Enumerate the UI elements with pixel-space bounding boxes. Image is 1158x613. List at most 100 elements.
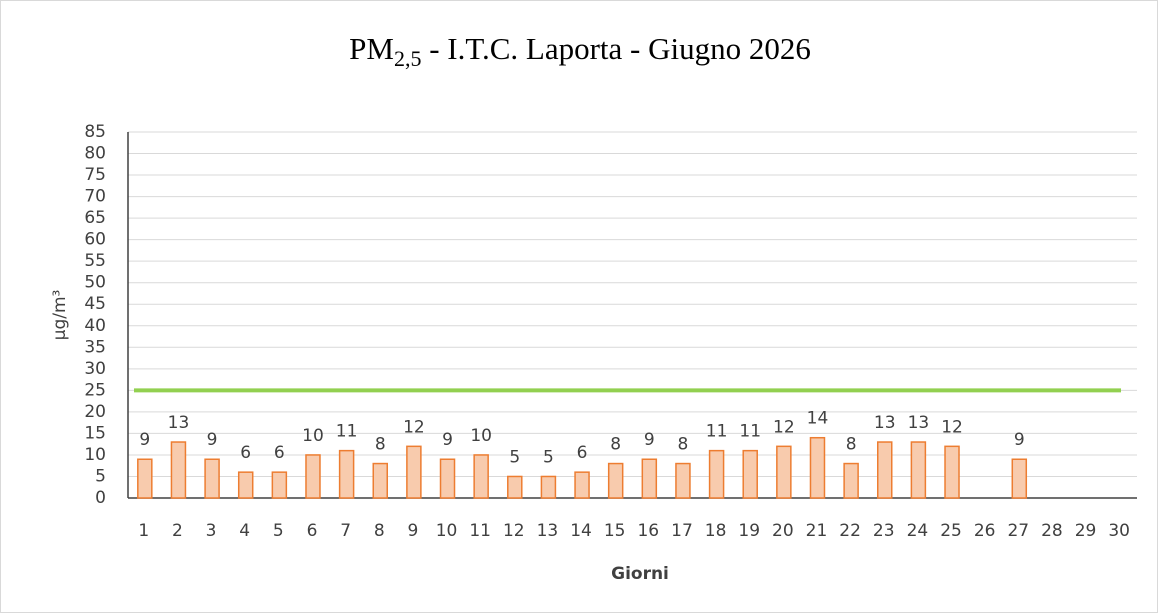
bar [843,462,859,499]
data-label: 12 [403,417,425,437]
x-tick-label: 21 [806,521,828,541]
x-tick-label: 12 [503,521,525,541]
title-subscript: 2,5 [394,46,422,71]
x-tick-label: 22 [839,521,861,541]
y-tick-label: 50 [84,273,106,293]
bar [439,458,456,499]
x-tick-label: 15 [604,521,626,541]
data-label: 6 [240,443,251,463]
data-label: 6 [274,443,285,463]
data-label: 12 [941,417,963,437]
bar [170,441,187,499]
x-tick-label: 3 [206,521,217,541]
bar [641,458,658,499]
data-label: 11 [739,422,761,442]
y-tick-label: 75 [84,165,106,185]
data-label: 9 [644,430,655,450]
x-tick-label: 20 [772,521,794,541]
y-tick-label: 5 [95,466,106,486]
y-tick-label: 70 [84,187,106,207]
y-tick-label: 25 [84,380,106,400]
chart-title: PM2,5 - I.T.C. Laporta - Giugno 2026 [349,31,811,71]
data-label: 11 [706,422,728,442]
x-tick-label: 28 [1041,521,1063,541]
data-label: 8 [375,435,386,455]
data-label: 8 [846,435,857,455]
x-tick-label: 8 [374,521,385,541]
x-tick-label: 13 [537,521,559,541]
y-tick-label: 10 [84,445,106,465]
bar [776,445,792,499]
x-tick-label: 7 [340,521,351,541]
y-tick-label: 80 [84,144,106,164]
bar [406,445,422,499]
bar [305,454,321,499]
x-tick-label: 26 [974,521,996,541]
data-label: 13 [168,413,190,433]
title-rest: - I.T.C. Laporta - Giugno 2026 [421,31,810,66]
data-label: 6 [577,443,588,463]
y-tick-label: 85 [84,122,106,142]
data-label: 5 [509,447,520,467]
bar [137,458,153,499]
title-main: PM [349,31,394,66]
x-tick-label: 23 [873,521,895,541]
bar [540,475,557,499]
bar [473,454,489,499]
data-label: 11 [336,422,358,442]
x-tick-label: 1 [138,521,149,541]
bar [607,462,624,499]
y-tick-label: 15 [84,423,106,443]
bar [910,441,927,499]
x-tick-label: 5 [273,521,284,541]
y-tick-label: 55 [84,251,106,271]
x-tick-label: 16 [637,521,659,541]
data-label: 10 [302,426,324,446]
x-tick-label: 29 [1075,521,1097,541]
bar [944,445,960,499]
bar [574,471,590,499]
x-tick-label: 14 [570,521,592,541]
data-label: 8 [678,435,689,455]
y-tick-label: 35 [84,337,106,357]
x-axis-label: Giorni [611,564,669,584]
y-tick-label: 40 [84,316,106,336]
data-label: 14 [807,409,829,429]
y-tick-label: 30 [84,359,106,379]
x-tick-label: 24 [907,521,929,541]
data-label: 9 [139,430,150,450]
bar [237,471,254,499]
bar [338,449,355,499]
data-label: 12 [773,417,795,437]
data-label: 9 [442,430,453,450]
data-label: 13 [908,413,930,433]
x-tick-label: 6 [307,521,318,541]
x-tick-label: 25 [940,521,962,541]
y-tick-label: 45 [84,294,106,314]
x-tick-label: 30 [1108,521,1130,541]
y-tick-label: 0 [95,488,106,508]
bar [372,462,388,499]
bar [809,436,826,499]
x-tick-label: 17 [671,521,693,541]
x-tick-label: 11 [469,521,491,541]
bar [1011,458,1028,499]
y-tick-label: 60 [84,230,106,250]
x-tick-label: 4 [239,521,250,541]
x-tick-label: 18 [705,521,727,541]
data-label: 9 [1014,430,1025,450]
y-axis-label: µg/m³ [50,290,70,341]
bar [507,475,523,499]
bar [204,458,220,499]
y-tick-label: 65 [84,208,106,228]
bar [675,462,691,499]
x-tick-label: 2 [172,521,183,541]
bar [877,441,893,499]
y-tick-label: 20 [84,402,106,422]
data-label: 8 [610,435,621,455]
x-tick-label: 10 [436,521,458,541]
x-tick-label: 9 [407,521,418,541]
bar [271,471,288,499]
